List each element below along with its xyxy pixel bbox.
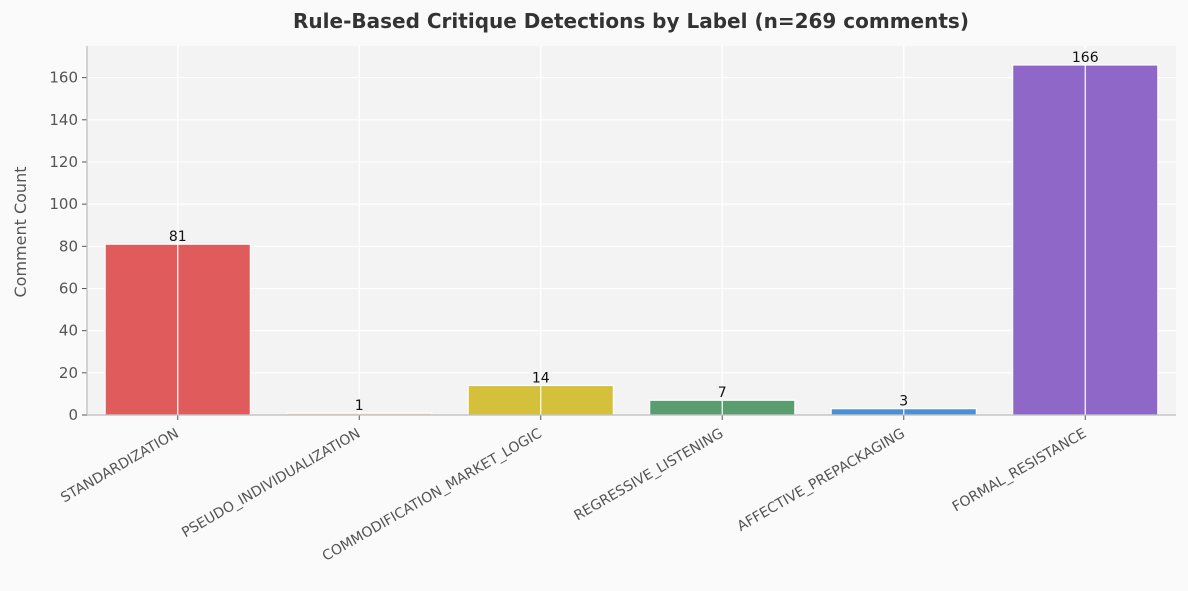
vertical-grid (177, 46, 1086, 415)
bar-value-label: 1 (355, 398, 364, 414)
y-tick-label: 0 (68, 406, 78, 424)
y-tick-label: 20 (59, 364, 78, 382)
y-tick-label: 120 (49, 153, 78, 171)
bar-value-label: 81 (169, 229, 187, 245)
y-tick-label: 40 (59, 322, 78, 340)
bar-value-label: 3 (899, 394, 908, 410)
x-tick-label: REGRESSIVE_LISTENING (571, 426, 726, 525)
bar-value-label: 14 (532, 370, 550, 386)
x-tick-label: AFFECTIVE_PREPACKAGING (735, 426, 908, 535)
y-tick-label: 60 (59, 279, 78, 297)
x-tick-label: COMMODIFICATION_MARKET_LOGIC (320, 426, 545, 565)
y-axis-label: Comment Count (11, 167, 30, 298)
bar-value-label: 7 (718, 385, 727, 401)
y-tick-label: 140 (49, 111, 78, 129)
bar-value-label: 166 (1072, 50, 1099, 66)
x-tick-label: FORMAL_RESISTANCE (950, 426, 1090, 516)
y-tick-label: 80 (59, 237, 78, 255)
y-tick-label: 160 (49, 69, 78, 87)
x-tick-label: STANDARDIZATION (58, 426, 182, 507)
y-tick-label: 100 (49, 195, 78, 213)
chart-title: Rule-Based Critique Detections by Label … (293, 9, 969, 33)
x-tick-label: PSEUDO_INDIVIDUALIZATION (179, 426, 363, 541)
plot-area (87, 46, 1176, 415)
